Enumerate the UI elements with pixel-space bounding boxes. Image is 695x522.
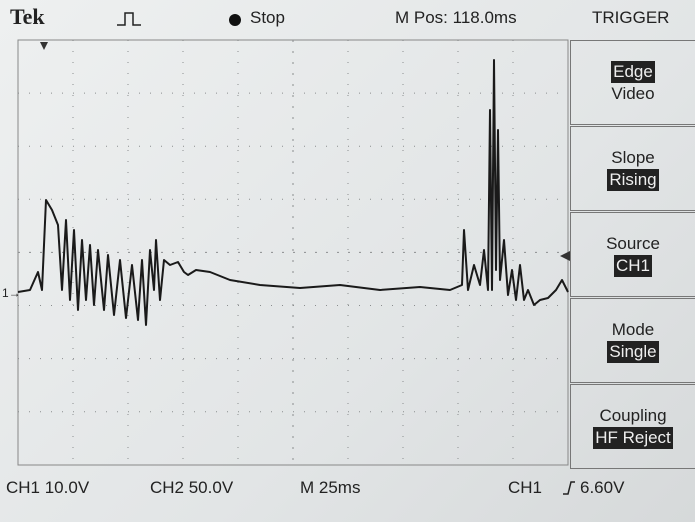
menu-option-selected: Rising	[607, 169, 658, 191]
menu-option: Source	[604, 233, 662, 255]
trigger-level-marker	[560, 251, 570, 261]
graticule: 1→	[0, 0, 570, 470]
menu-option: Coupling	[597, 405, 668, 427]
trigger-slope-icon	[562, 480, 576, 496]
menu-option-selected: Single	[607, 341, 658, 363]
menu-title: TRIGGER	[592, 8, 669, 28]
waveform	[18, 60, 568, 325]
oscilloscope-screen: Tek Stop M Pos: 118.0ms TRIGGER 1→ EdgeV…	[0, 0, 695, 522]
trigger-source: CH1	[508, 478, 542, 498]
menu-option: Video	[609, 83, 656, 105]
ch2-scale: CH2 50.0V	[150, 478, 233, 498]
menu-option-selected: HF Reject	[593, 427, 673, 449]
timebase: M 25ms	[300, 478, 360, 498]
trigger-level: 6.60V	[580, 478, 624, 498]
menu-option: Mode	[610, 319, 657, 341]
menu-option: Slope	[609, 147, 656, 169]
trigger-position-marker	[40, 42, 48, 50]
ch1-scale: CH1 10.0V	[6, 478, 89, 498]
menu-option-selected: Edge	[611, 61, 655, 83]
grid	[18, 40, 568, 465]
ch1-marker: 1→	[2, 286, 21, 300]
menu-option-selected: CH1	[614, 255, 652, 277]
